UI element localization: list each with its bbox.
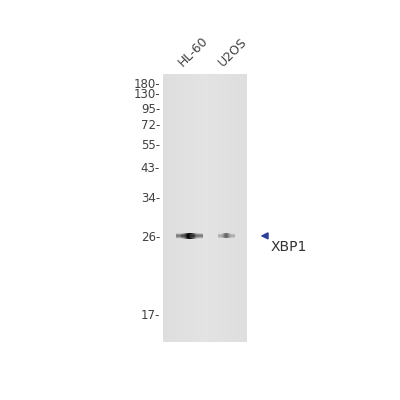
Text: 55-: 55- [141, 140, 160, 152]
Bar [240, 74, 241, 342]
Text: 95-: 95- [141, 103, 160, 116]
Bar [166, 74, 167, 342]
Text: 130-: 130- [134, 88, 160, 101]
Bar [229, 74, 230, 342]
Bar [204, 74, 205, 342]
Bar [220, 74, 222, 342]
Bar [186, 74, 187, 342]
Bar [215, 74, 216, 342]
Bar [226, 74, 227, 342]
Bar [190, 74, 191, 342]
Bar [212, 74, 213, 342]
Bar [195, 74, 197, 342]
Bar [180, 74, 181, 342]
Bar [184, 74, 186, 342]
Bar [224, 74, 226, 342]
Bar [244, 74, 246, 342]
Bar [243, 74, 244, 342]
Bar [233, 74, 234, 342]
Bar [238, 74, 240, 342]
Bar [230, 74, 232, 342]
Bar [227, 74, 229, 342]
Bar [206, 74, 208, 342]
Bar [192, 74, 194, 342]
Text: 34-: 34- [141, 192, 160, 206]
Bar [174, 74, 176, 342]
Bar [169, 74, 170, 342]
Bar [176, 74, 177, 342]
Bar [218, 74, 219, 342]
Bar [163, 74, 247, 342]
Bar [197, 74, 198, 342]
Bar [177, 74, 178, 342]
Bar [183, 74, 184, 342]
Bar [246, 74, 247, 342]
Bar [194, 74, 195, 342]
Bar [213, 74, 215, 342]
Bar [236, 74, 237, 342]
Bar [216, 74, 218, 342]
Bar [181, 74, 183, 342]
Bar [222, 74, 223, 342]
Text: 72-: 72- [141, 119, 160, 132]
Bar [198, 74, 200, 342]
Bar [191, 74, 192, 342]
Bar [209, 74, 210, 342]
Bar [201, 74, 202, 342]
Text: 26-: 26- [141, 231, 160, 244]
Text: 180-: 180- [134, 78, 160, 91]
Text: 17-: 17- [141, 310, 160, 322]
Bar [232, 74, 233, 342]
Text: 43-: 43- [141, 162, 160, 175]
Bar [187, 74, 188, 342]
Bar [170, 74, 172, 342]
Text: HL-60: HL-60 [176, 34, 211, 70]
Bar [234, 74, 236, 342]
Bar [208, 74, 209, 342]
Bar [172, 74, 173, 342]
Bar [219, 74, 220, 342]
Bar [210, 74, 212, 342]
Bar [223, 74, 224, 342]
Bar [167, 74, 169, 342]
Bar [178, 74, 180, 342]
Text: XBP1: XBP1 [270, 240, 306, 254]
Text: U2OS: U2OS [216, 36, 250, 70]
Bar [164, 74, 166, 342]
Bar [241, 74, 243, 342]
Bar [200, 74, 201, 342]
Bar [202, 74, 204, 342]
Bar [173, 74, 174, 342]
Bar [188, 74, 190, 342]
Bar [205, 74, 206, 342]
Bar [163, 74, 164, 342]
Bar [237, 74, 238, 342]
